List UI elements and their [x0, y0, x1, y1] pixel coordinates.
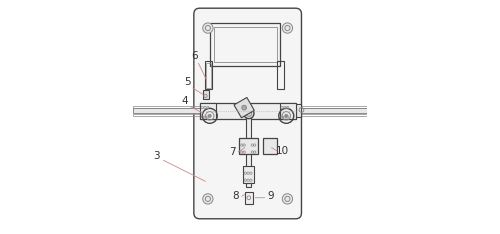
- Polygon shape: [234, 98, 254, 118]
- Bar: [263, 138, 277, 154]
- Bar: [240, 138, 258, 154]
- Bar: [200, 103, 216, 119]
- Bar: [296, 108, 367, 113]
- Circle shape: [282, 23, 292, 33]
- Bar: [245, 192, 252, 204]
- Bar: [133, 114, 200, 116]
- Bar: [206, 63, 210, 88]
- Text: 7: 7: [229, 147, 236, 157]
- Text: 8: 8: [232, 191, 239, 201]
- Bar: [210, 23, 280, 66]
- Bar: [133, 106, 200, 108]
- Text: 6: 6: [191, 51, 198, 61]
- Text: 4: 4: [182, 96, 188, 106]
- Bar: [244, 166, 254, 183]
- Text: 3: 3: [153, 151, 160, 161]
- Text: 10: 10: [276, 146, 289, 156]
- Circle shape: [202, 194, 213, 204]
- Circle shape: [244, 108, 254, 119]
- Bar: [280, 103, 296, 119]
- Bar: [205, 61, 212, 89]
- Bar: [133, 108, 200, 113]
- Text: 9: 9: [268, 191, 274, 201]
- Circle shape: [208, 114, 211, 117]
- Circle shape: [202, 23, 213, 33]
- Bar: [296, 106, 367, 108]
- FancyBboxPatch shape: [194, 8, 302, 219]
- Bar: [246, 117, 251, 187]
- Circle shape: [285, 114, 288, 117]
- Text: 5: 5: [184, 77, 191, 87]
- Bar: [296, 104, 302, 117]
- Circle shape: [242, 105, 246, 110]
- Circle shape: [282, 194, 292, 204]
- Bar: [202, 90, 208, 99]
- Bar: [278, 61, 284, 89]
- Bar: [200, 103, 296, 119]
- Bar: [214, 27, 277, 62]
- Bar: [296, 114, 367, 116]
